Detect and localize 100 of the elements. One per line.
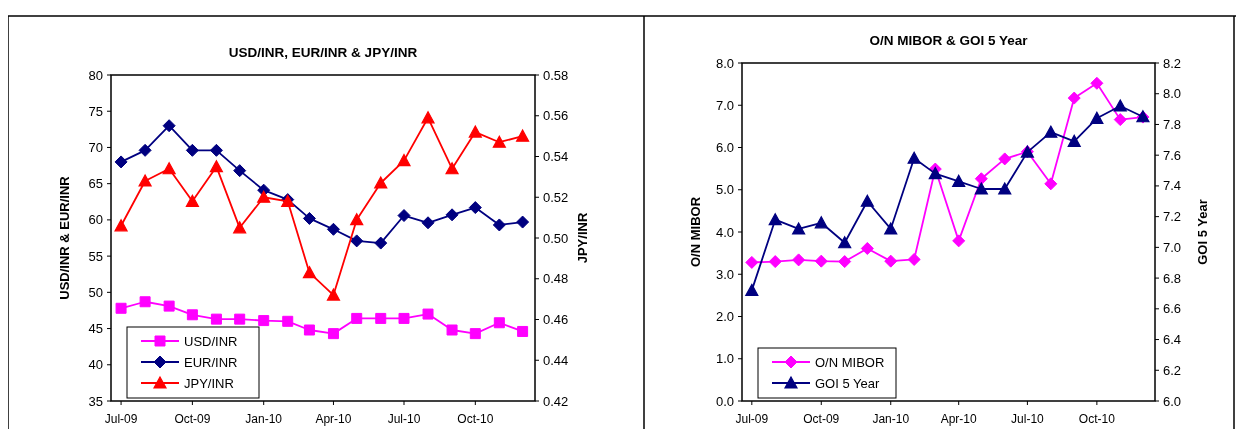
point (350, 213, 364, 226)
y2-tick-label: 0.58 (543, 67, 569, 83)
point (745, 283, 759, 296)
y-tick-label: 75 (88, 103, 103, 119)
y-tick-label: 55 (88, 248, 103, 264)
legend-label: GOI 5 Year (815, 375, 880, 391)
x-tick-label: Oct-09 (174, 412, 211, 426)
y2-tick-label: 7.6 (1163, 147, 1182, 163)
point (974, 182, 988, 195)
point (326, 288, 341, 301)
point (1113, 99, 1127, 112)
point (258, 315, 270, 327)
y2-tick-label: 7.2 (1163, 209, 1182, 225)
point (1090, 111, 1104, 124)
y-tick-label: 65 (88, 176, 103, 192)
point (162, 162, 176, 175)
point (114, 155, 128, 169)
point (445, 208, 459, 222)
y2-tick-label: 0.52 (543, 189, 569, 205)
point (186, 309, 198, 321)
point (375, 312, 387, 324)
y2-tick-label: 6.4 (1163, 332, 1182, 348)
point (998, 182, 1012, 195)
point (1090, 76, 1104, 90)
y-axis-title: O/N MIBOR (688, 196, 703, 268)
point (421, 111, 435, 124)
y-tick-label: 7.0 (715, 97, 734, 113)
point (257, 190, 271, 203)
x-tick-label: Jan-10 (245, 412, 283, 426)
point (860, 194, 874, 207)
point (303, 324, 315, 336)
point (516, 215, 530, 229)
point (282, 315, 294, 327)
y2-tick-label: 6.8 (1163, 270, 1182, 286)
point (233, 221, 247, 234)
point (768, 213, 782, 226)
point (907, 252, 921, 266)
point (397, 153, 411, 167)
y2-tick-label: 7.4 (1163, 178, 1182, 194)
point (302, 266, 317, 279)
y2-tick-label: 0.54 (543, 149, 569, 165)
point (138, 143, 152, 157)
point (492, 135, 506, 148)
point (422, 308, 434, 320)
y2-tick-label: 6.6 (1163, 301, 1182, 317)
point (185, 143, 199, 157)
point (998, 152, 1012, 166)
x-tick-label: Oct-09 (803, 412, 840, 426)
point (468, 125, 482, 138)
legend-label: USD/INR (184, 333, 238, 349)
y-tick-label: 8.0 (715, 55, 734, 71)
y-axis-title: USD/INR & EUR/INR (57, 175, 72, 300)
point (234, 313, 246, 325)
x-tick-label: Jul-10 (387, 412, 421, 426)
x-tick-label: Apr-10 (315, 412, 352, 426)
point (860, 241, 874, 255)
point (838, 255, 852, 269)
point (492, 218, 506, 232)
point (928, 167, 942, 180)
y2-tick-label: 7.0 (1163, 239, 1182, 255)
legend-label: JPY/INR (184, 375, 234, 391)
chart-title: USD/INR, EUR/INR & JPY/INR (228, 45, 418, 60)
point (162, 119, 176, 133)
point (838, 236, 852, 249)
point (1067, 134, 1081, 147)
point (493, 317, 505, 329)
y-tick-label: 1.0 (715, 351, 734, 367)
legend-label: EUR/INR (184, 354, 238, 370)
y2-tick-label: 0.46 (543, 312, 569, 328)
point (952, 234, 966, 248)
point (210, 313, 222, 325)
y-tick-label: 70 (88, 139, 103, 155)
point (115, 302, 127, 314)
y-tick-label: 60 (88, 212, 103, 228)
point (884, 254, 898, 268)
point (792, 253, 806, 267)
point (326, 222, 340, 236)
legend-label: O/N MIBOR (815, 354, 885, 370)
point (327, 328, 339, 340)
y2-axis-title: JPY/INR (575, 212, 590, 264)
x-tick-label: Jan-10 (872, 412, 910, 426)
point (233, 164, 247, 178)
point (185, 194, 199, 207)
point (138, 174, 152, 187)
y-tick-label: 40 (88, 357, 103, 373)
y-tick-label: 0.0 (715, 393, 734, 409)
point (445, 162, 459, 175)
point (1044, 125, 1058, 138)
point (974, 172, 988, 186)
point (351, 312, 363, 324)
point (163, 300, 175, 312)
y-tick-label: 4.0 (715, 224, 734, 240)
point (446, 324, 458, 336)
y2-tick-label: 7.8 (1163, 117, 1182, 132)
point (350, 234, 364, 248)
y-tick-label: 50 (88, 284, 103, 300)
point (1067, 91, 1081, 105)
y-tick-label: 2.0 (715, 309, 734, 325)
x-tick-label: Jul-10 (1011, 412, 1045, 426)
y2-tick-label: 8.0 (1163, 86, 1182, 102)
